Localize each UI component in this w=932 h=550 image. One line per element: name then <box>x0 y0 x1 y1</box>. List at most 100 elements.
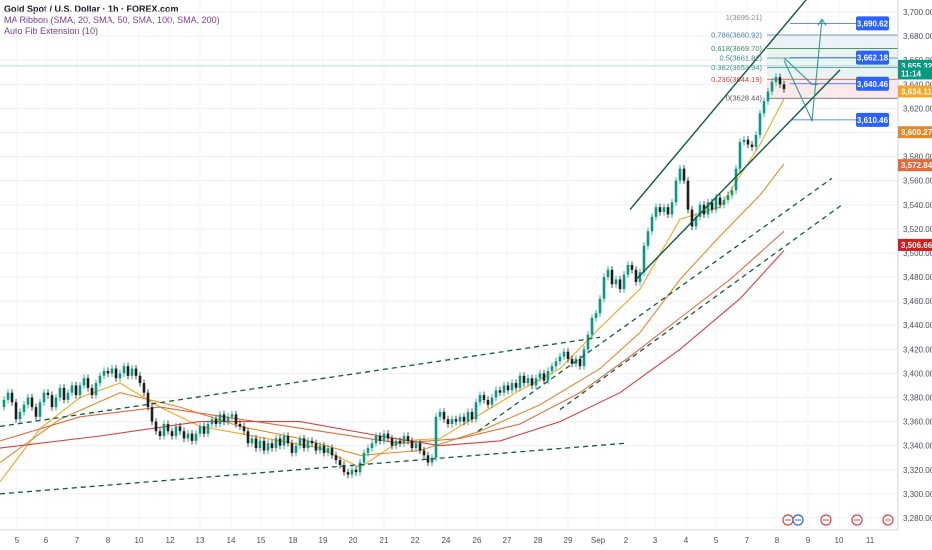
candle-body <box>746 139 750 145</box>
ma-ribbon-indicator[interactable]: MA Ribbon (SMA, 20, SMA, 50, SMA, 100, S… <box>4 15 220 25</box>
price-axis[interactable]: 3,280.00 3,300.00 3,320.00 3,340.00 3,360.00… <box>897 0 932 530</box>
price-candles <box>2 73 786 479</box>
channel-lower <box>635 69 841 280</box>
candle-body <box>30 397 34 408</box>
symbol-title[interactable]: Gold Spot / U.S. Dollar · 1h · FOREX.com <box>4 4 179 14</box>
candle-body <box>490 397 494 405</box>
candle-body <box>234 414 238 424</box>
fib-zone <box>767 48 898 59</box>
candle-body <box>398 440 402 444</box>
candle-body <box>658 207 662 212</box>
time-axis[interactable]: 5 6 7 8 10 12 13 14 15 18 19 20 21 22 24 26 27 28 29 Sep 2 3 4… <box>0 529 898 545</box>
candle-body <box>526 378 530 384</box>
candle-body <box>182 431 186 439</box>
candle-body <box>462 416 466 422</box>
candle-body <box>402 436 406 444</box>
candle-body <box>614 279 618 285</box>
candle-body <box>566 351 570 359</box>
candle-body <box>198 426 202 434</box>
fib-level-label: 0.5(3661.82) <box>719 54 762 63</box>
time-tick-label: 14 <box>227 536 236 545</box>
candle-body <box>38 402 42 417</box>
candle-body <box>374 436 378 444</box>
candle-body <box>230 414 234 417</box>
candle-body <box>378 436 382 441</box>
candle-body <box>706 202 710 215</box>
time-tick-label: 9 <box>806 536 811 545</box>
candle-body <box>346 472 350 475</box>
candle-body <box>70 385 74 393</box>
candle-body <box>446 419 450 424</box>
candle-body <box>170 431 174 437</box>
time-tick-label: 22 <box>411 536 420 545</box>
candle-body <box>694 216 698 227</box>
candle-body <box>278 438 282 446</box>
ma-line <box>0 230 785 444</box>
candle-body <box>18 411 22 420</box>
candle-body <box>174 426 178 437</box>
candle-body <box>310 440 314 444</box>
fib-level-label: 0.382(3653.94) <box>711 63 762 72</box>
candle-body <box>726 195 730 200</box>
candle-body <box>146 392 150 408</box>
candle-body <box>594 313 598 318</box>
candle-body <box>778 77 782 85</box>
candle-body <box>194 433 198 441</box>
fib-level-label: 0.618(3669.70) <box>711 44 762 53</box>
candle-body <box>638 272 642 282</box>
dashed-trend-mid <box>477 177 833 432</box>
candle-body <box>534 378 538 386</box>
price-tag-label: 3,572.84 <box>901 161 932 170</box>
candle-body <box>554 361 558 367</box>
candle-body <box>626 265 630 275</box>
candle-body <box>430 457 434 463</box>
time-tick-label: 3 <box>653 536 658 545</box>
candle-body <box>138 375 142 384</box>
ma-ribbon <box>0 98 785 483</box>
candle-body <box>190 433 194 441</box>
candle-body <box>486 399 490 405</box>
ma-line <box>0 163 785 463</box>
candle-body <box>330 448 334 456</box>
candle-body <box>538 373 542 379</box>
candle-body <box>358 462 362 473</box>
candle-body <box>158 431 162 437</box>
time-tick-label: 7 <box>745 536 750 545</box>
candle-body <box>582 349 586 367</box>
candle-body <box>666 207 670 215</box>
candle-body <box>782 84 786 90</box>
price-tick-label: 3,480.00 <box>903 273 932 282</box>
candle-body <box>366 448 370 453</box>
event-icons[interactable] <box>782 514 894 526</box>
candle-body <box>722 199 726 205</box>
candle-body <box>102 371 106 376</box>
auto-fib-indicator[interactable]: Auto Fib Extension (10) <box>4 26 99 36</box>
candle-body <box>754 134 758 147</box>
price-tick-label: 3,500.00 <box>903 249 932 258</box>
candle-body <box>238 424 242 427</box>
candle-body <box>130 368 134 376</box>
candle-body <box>282 436 286 446</box>
candle-body <box>78 385 82 396</box>
candle-body <box>602 277 606 299</box>
time-tick-label: 12 <box>166 536 175 545</box>
price-tick-label: 3,700.00 <box>903 8 932 17</box>
time-tick-label: 10 <box>835 536 844 545</box>
channel-upper <box>629 0 807 211</box>
candle-body <box>110 368 114 374</box>
candle-body <box>578 358 582 367</box>
candle-body <box>42 392 46 403</box>
candle-body <box>290 443 294 453</box>
fib-extension: 0.786(3680.92) 0.618(3669.70)0.5(3661.82)… <box>0 13 898 103</box>
candle-body <box>178 426 182 432</box>
candle-body <box>674 180 678 203</box>
candle-body <box>126 366 130 376</box>
target-badge <box>856 50 889 65</box>
candle-body <box>314 443 318 451</box>
trendlines <box>0 0 843 495</box>
candle-body <box>26 397 30 405</box>
candle-body <box>438 411 442 417</box>
projection-path <box>783 19 823 123</box>
candle-body <box>406 436 410 441</box>
